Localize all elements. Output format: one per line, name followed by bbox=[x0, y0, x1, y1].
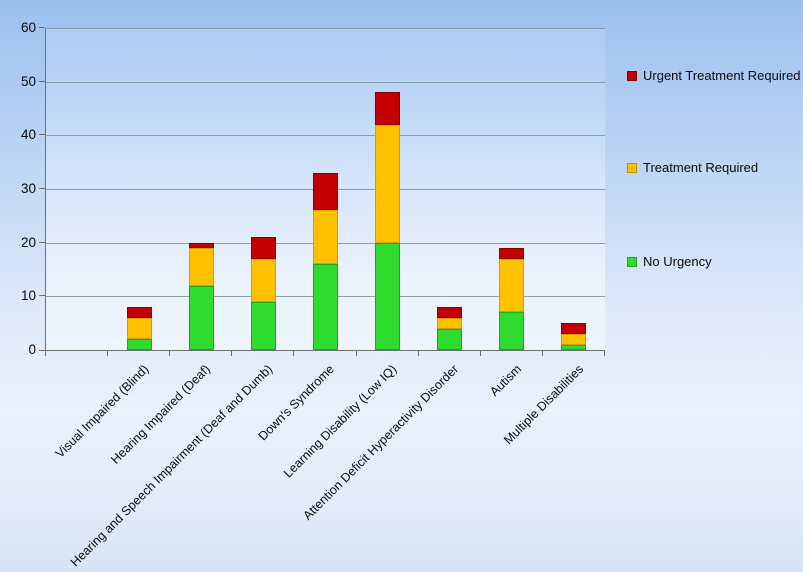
bar-segment-urgent-treatment-required bbox=[437, 307, 463, 318]
bar-segment-no-urgency bbox=[375, 242, 401, 350]
y-axis-label: 0 bbox=[28, 342, 36, 357]
x-axis-tick bbox=[541, 351, 543, 356]
y-axis-label: 40 bbox=[20, 127, 36, 143]
bar-segment-no-urgency bbox=[250, 301, 276, 350]
bar-segment-treatment-required bbox=[375, 124, 401, 243]
x-axis-tick bbox=[479, 351, 481, 356]
bar-segment-urgent-treatment-required bbox=[499, 248, 525, 259]
bar-segment-no-urgency bbox=[188, 285, 214, 350]
bar-segment-urgent-treatment-required bbox=[126, 307, 152, 318]
bar-segment-treatment-required bbox=[437, 317, 463, 329]
bar-segment-urgent-treatment-required bbox=[561, 323, 587, 334]
y-axis-label: 20 bbox=[20, 234, 36, 250]
bar-segment-no-urgency bbox=[437, 328, 463, 350]
y-axis-label: 30 bbox=[20, 181, 36, 196]
legend-item: No Urgency bbox=[627, 254, 712, 270]
legend-label: Treatment Required bbox=[643, 160, 759, 175]
x-axis-label: Learning Disability (Low IQ) bbox=[281, 362, 400, 481]
gridline bbox=[46, 135, 605, 137]
y-axis-label: 50 bbox=[20, 73, 36, 89]
bar-segment-urgent-treatment-required bbox=[188, 242, 214, 249]
y-axis-tick bbox=[39, 188, 45, 189]
bar-segment-treatment-required bbox=[188, 248, 214, 286]
bar-segment-urgent-treatment-required bbox=[250, 237, 276, 259]
x-axis-tick bbox=[355, 351, 357, 356]
x-axis-tick bbox=[231, 351, 233, 356]
legend-label: Urgent Treatment Required bbox=[643, 68, 801, 83]
bar-segment-urgent-treatment-required bbox=[313, 172, 338, 211]
bar-segment-treatment-required bbox=[250, 258, 276, 302]
bar-segment-treatment-required bbox=[126, 317, 152, 340]
y-axis-label: 60 bbox=[20, 20, 36, 35]
y-axis-tick bbox=[39, 80, 45, 82]
y-axis-tick bbox=[39, 295, 45, 297]
bar-segment-no-urgency bbox=[313, 264, 338, 350]
x-axis-tick bbox=[604, 351, 605, 356]
treatment-required-swatch-icon bbox=[627, 163, 637, 173]
x-axis-tick bbox=[45, 351, 46, 356]
x-axis-label: Autism bbox=[486, 362, 524, 399]
y-axis-tick bbox=[39, 134, 45, 136]
x-axis-tick bbox=[417, 351, 419, 356]
bar-segment-treatment-required bbox=[561, 333, 587, 345]
legend-item: Treatment Required bbox=[627, 160, 758, 176]
y-axis-tick bbox=[39, 241, 45, 243]
gridline bbox=[46, 28, 605, 29]
legend-label: No Urgency bbox=[643, 254, 712, 269]
gridline bbox=[46, 81, 605, 83]
x-axis-tick bbox=[169, 351, 171, 356]
y-axis-tick bbox=[39, 27, 45, 28]
no-urgency-swatch-icon bbox=[627, 257, 637, 267]
x-axis-tick bbox=[107, 351, 109, 356]
y-axis-label: 10 bbox=[20, 288, 36, 304]
urgent-treatment-required-swatch-icon bbox=[627, 71, 637, 81]
bar-segment-no-urgency bbox=[499, 312, 525, 350]
plot-area bbox=[45, 28, 605, 351]
bar-segment-no-urgency bbox=[561, 344, 587, 350]
bar-segment-no-urgency bbox=[126, 339, 152, 350]
x-axis-tick bbox=[293, 351, 295, 356]
bar-segment-treatment-required bbox=[313, 210, 338, 265]
bar-segment-treatment-required bbox=[499, 258, 525, 313]
bar-segment-urgent-treatment-required bbox=[375, 92, 401, 125]
legend-item: Urgent Treatment Required bbox=[627, 68, 801, 84]
y-axis-tick bbox=[39, 350, 45, 351]
